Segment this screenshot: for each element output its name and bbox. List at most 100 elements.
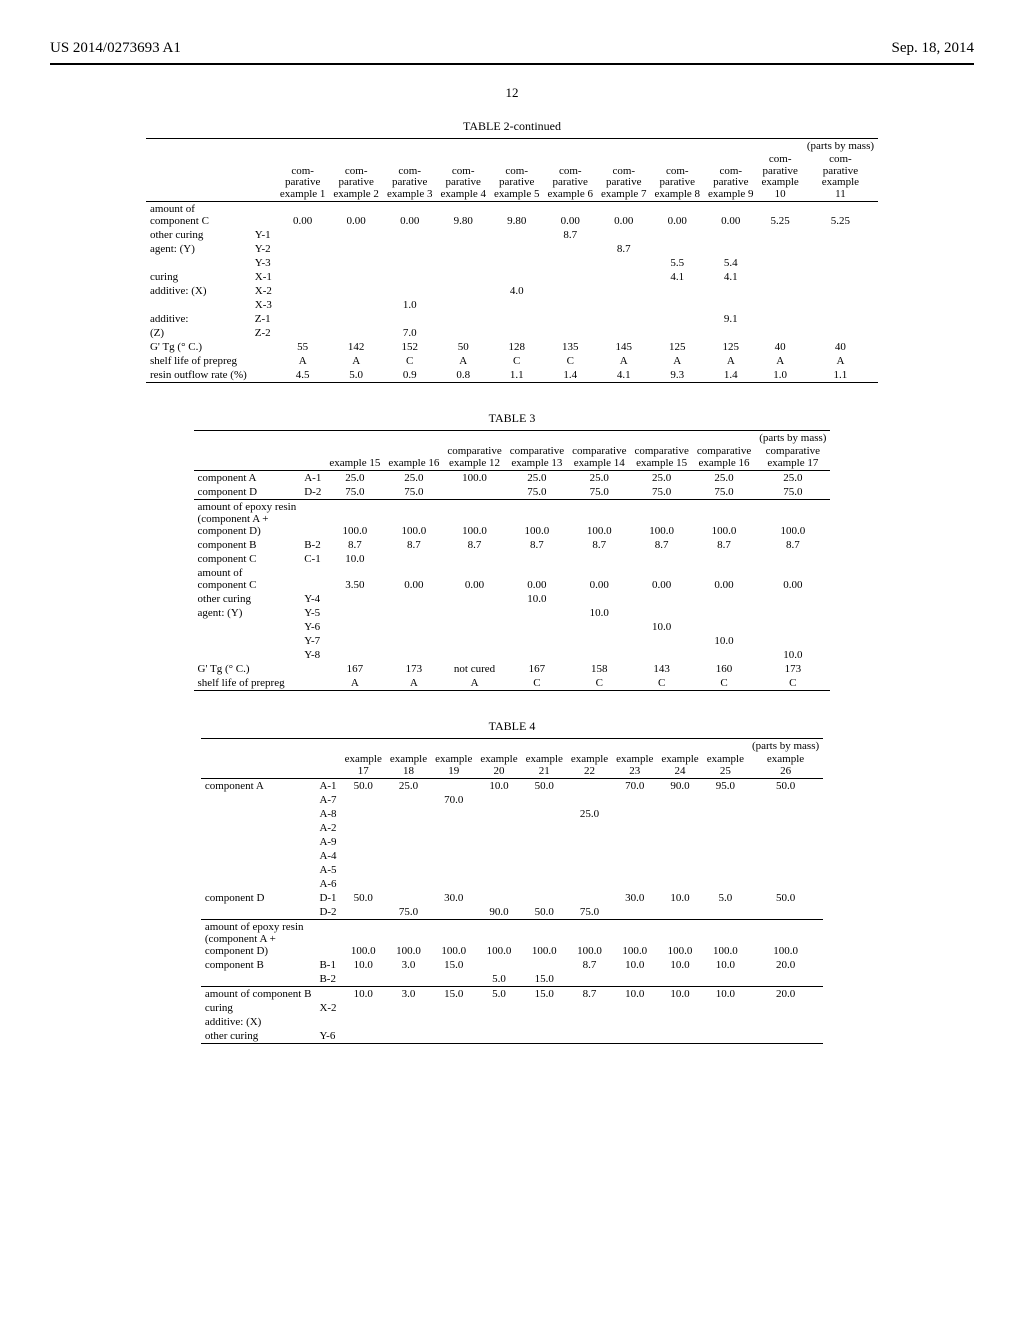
cell: [383, 284, 437, 298]
cell: [443, 620, 505, 634]
col-header: example20: [476, 753, 521, 778]
cell: [476, 891, 521, 905]
cell: [543, 312, 597, 326]
cell: [383, 312, 437, 326]
cell: [755, 592, 830, 606]
cell: [490, 298, 544, 312]
cell: [329, 270, 383, 284]
cell: 10.0: [476, 779, 521, 794]
cell: [657, 807, 702, 821]
cell: 8.7: [384, 538, 443, 552]
row-label: [194, 634, 301, 648]
cell: [657, 1029, 702, 1043]
row-label: component B: [194, 538, 301, 552]
cell: [758, 298, 803, 312]
cell: [597, 228, 651, 242]
cell: 8.7: [630, 538, 692, 552]
row-sublabel: A-4: [315, 849, 340, 863]
cell: 9.80: [436, 202, 490, 229]
cell: [522, 1015, 567, 1029]
cell: 100.0: [443, 500, 505, 539]
row-sublabel: A-2: [315, 821, 340, 835]
col-header: example18: [386, 753, 431, 778]
cell: C: [630, 676, 692, 690]
cell: [703, 863, 748, 877]
row-label: resin outflow rate (%): [146, 368, 251, 382]
cell: [612, 877, 657, 891]
header-rule: [50, 63, 974, 65]
cell: C: [693, 676, 755, 690]
cell: [612, 807, 657, 821]
cell: [476, 807, 521, 821]
cell: 20.0: [748, 987, 823, 1002]
cell: [758, 284, 803, 298]
cell: 8.7: [325, 538, 384, 552]
cell: A: [276, 354, 330, 368]
cell: [276, 326, 330, 340]
cell: 8.7: [506, 538, 568, 552]
cell: [383, 242, 437, 256]
row-sublabel: B-1: [315, 958, 340, 972]
cell: 10.0: [612, 987, 657, 1002]
cell: 135: [543, 340, 597, 354]
cell: 4.1: [651, 270, 705, 284]
cell: 128: [490, 340, 544, 354]
cell: [803, 228, 878, 242]
row-sublabel: Y-8: [300, 648, 325, 662]
cell: 125: [704, 340, 758, 354]
row-sublabel: [315, 920, 340, 959]
cell: [630, 592, 692, 606]
cell: C: [490, 354, 544, 368]
cell: 25.0: [568, 471, 630, 486]
cell: [431, 1001, 476, 1015]
row-sublabel: A-8: [315, 807, 340, 821]
cell: [476, 1015, 521, 1029]
cell: 25.0: [755, 471, 830, 486]
cell: 125: [651, 340, 705, 354]
units-note: (parts by mass): [755, 431, 830, 446]
cell: 10.0: [325, 552, 384, 566]
cell: [657, 972, 702, 986]
cell: [431, 1015, 476, 1029]
cell: [651, 284, 705, 298]
cell: [568, 552, 630, 566]
table3-title: TABLE 3: [50, 411, 974, 426]
cell: [567, 877, 612, 891]
row-label: curing: [201, 1001, 316, 1015]
cell: [612, 972, 657, 986]
cell: [612, 821, 657, 835]
cell: [567, 849, 612, 863]
row-label: amount ofcomponent C: [194, 566, 301, 592]
cell: [386, 821, 431, 835]
row-sublabel: D-2: [300, 485, 325, 499]
cell: 100.0: [748, 920, 823, 959]
cell: [597, 270, 651, 284]
cell: [543, 242, 597, 256]
cell: 8.7: [567, 958, 612, 972]
cell: [436, 284, 490, 298]
cell: [803, 242, 878, 256]
cell: 20.0: [748, 958, 823, 972]
cell: [657, 1001, 702, 1015]
cell: 75.0: [384, 485, 443, 499]
cell: 9.3: [651, 368, 705, 382]
cell: [506, 552, 568, 566]
cell: [567, 1029, 612, 1043]
cell: [443, 606, 505, 620]
cell: 4.1: [597, 368, 651, 382]
cell: 4.5: [276, 368, 330, 382]
cell: [543, 256, 597, 270]
cell: [703, 1001, 748, 1015]
cell: not cured: [443, 662, 505, 676]
cell: [383, 228, 437, 242]
cell: [329, 256, 383, 270]
col-header: example22: [567, 753, 612, 778]
cell: [703, 1029, 748, 1043]
col-header: com-parativeexample 6: [543, 153, 597, 201]
cell: [522, 835, 567, 849]
col-header: com-parativeexample11: [803, 153, 878, 201]
row-sublabel: [300, 500, 325, 539]
row-sublabel: A-6: [315, 877, 340, 891]
cell: 5.0: [476, 972, 521, 986]
cell: [748, 821, 823, 835]
